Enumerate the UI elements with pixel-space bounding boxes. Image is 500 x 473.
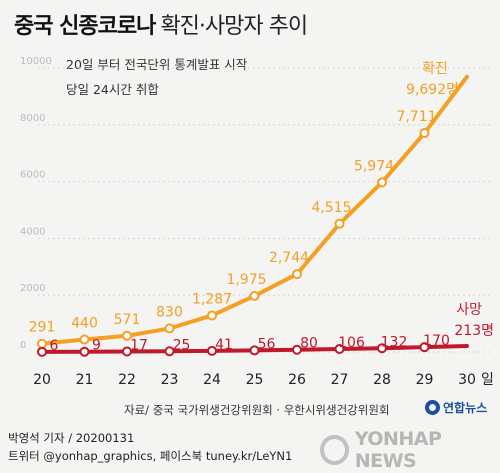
x-unit-label: 일 [481, 372, 494, 388]
data-label: 170 [423, 333, 450, 349]
yonhap-logo-text: 연합뉴스 [443, 401, 488, 415]
title-sub: 확진·사망자 추이 [160, 14, 308, 39]
data-label: 291 [29, 320, 56, 336]
note-line-1: 20일 부터 전국단위 통계발표 시작 [66, 57, 248, 72]
data-point [164, 323, 175, 334]
byline: 박영석 기자 / 20200131 [8, 431, 135, 445]
x-tick-label: 20 [33, 372, 51, 388]
data-label: 5,974 [354, 158, 394, 174]
y-tick-label: 2000 [20, 283, 45, 294]
x-tick-label: 23 [161, 372, 179, 388]
data-point [207, 345, 217, 356]
y-tick-label: 10000 [20, 56, 52, 67]
x-tick-label: 30 [458, 372, 476, 388]
sns-info: 트위터 @yonhap_graphics, 페이스북 tuney.kr/LeYN… [8, 449, 293, 463]
data-point [207, 310, 217, 321]
x-tick-label: 22 [118, 372, 136, 388]
data-point [249, 290, 260, 301]
data-label: 9,692명 [406, 82, 459, 98]
data-label: 6 [50, 338, 59, 354]
data-point [164, 346, 175, 357]
data-point [334, 218, 345, 229]
data-point [249, 345, 260, 356]
yonhap-logo-icon [425, 400, 440, 415]
page-title: 중국 신종코로나 확진·사망자 추이 [14, 8, 308, 40]
x-tick-label: 26 [288, 372, 306, 388]
data-point [37, 346, 47, 357]
watermark-circle-icon [320, 435, 349, 465]
data-label: 17 [130, 338, 148, 354]
x-tick-label: 25 [246, 372, 264, 388]
yonhap-logo: 연합뉴스 [425, 399, 487, 416]
x-tick-label: 27 [331, 372, 349, 388]
series-name-label: 사망 [456, 302, 482, 318]
data-point [419, 342, 430, 353]
data-label: 571 [114, 312, 141, 328]
series-name-label: 확진 [422, 61, 448, 77]
data-label: 106 [338, 335, 365, 351]
watermark-text: YONHAP NEWS [354, 428, 442, 472]
note-line-2: 당일 24시간 취합 [66, 82, 159, 97]
x-tick-label: 29 [416, 372, 434, 388]
data-label: 9 [92, 338, 101, 354]
data-point [122, 346, 132, 357]
data-label: 1,975 [226, 272, 266, 288]
data-point [377, 177, 387, 188]
y-tick-label: 4000 [20, 226, 45, 237]
line-chart: 0 2000 4000 6000 8000 10000 20 21 22 23 24 25 26 27 28… [20, 56, 494, 388]
data-label: 41 [215, 337, 233, 353]
source-text: 자료/ 중국 국가위생건강위원회 · 우한시위생건강위원회 [124, 403, 390, 417]
data-point [292, 344, 302, 355]
title-main: 중국 신종코로나 [14, 14, 156, 39]
data-point [292, 269, 302, 280]
data-point [79, 334, 90, 345]
y-tick-label: 0 [20, 340, 26, 351]
data-label: 1,287 [192, 291, 232, 307]
data-label: 80 [300, 336, 318, 352]
data-label: 213명 [454, 323, 494, 339]
yonhap-watermark: YONHAP NEWS [320, 428, 500, 472]
y-tick-label: 6000 [20, 170, 45, 181]
data-label: 25 [173, 337, 191, 353]
data-label: 56 [258, 336, 276, 352]
data-label: 4,515 [311, 200, 351, 216]
data-point [122, 330, 132, 341]
x-tick-label: 21 [76, 372, 94, 388]
data-label: 2,744 [269, 250, 309, 266]
x-tick-label: 28 [373, 372, 391, 388]
data-point [419, 128, 430, 139]
data-label: 830 [156, 304, 183, 320]
x-tick-label: 24 [203, 372, 221, 388]
data-label: 132 [381, 334, 408, 350]
data-label: 440 [71, 316, 98, 332]
data-label: 7,711 [396, 109, 436, 125]
y-tick-label: 8000 [20, 113, 45, 124]
data-point [377, 343, 387, 354]
data-point [334, 343, 345, 354]
data-point [37, 338, 47, 349]
data-point [79, 346, 90, 357]
